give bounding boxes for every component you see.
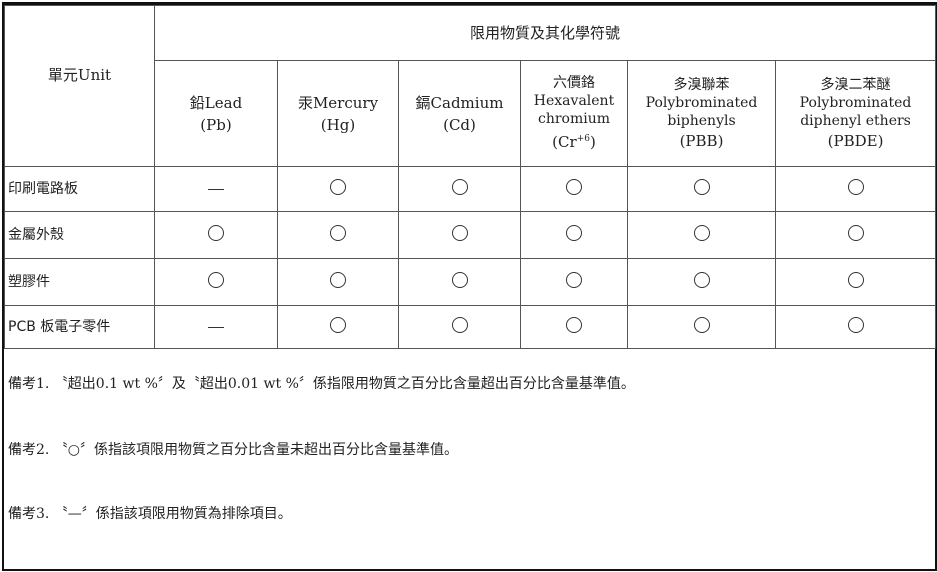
circle-mark-icon [330, 271, 346, 288]
cell [627, 305, 776, 349]
dash-mark-icon [208, 326, 224, 328]
cell [520, 258, 628, 306]
cell [774, 166, 937, 212]
col-mercury: 汞Mercury (Hg) [277, 60, 399, 167]
cell [277, 211, 399, 259]
col-name: Polybrominated diphenyl ethers [799, 94, 912, 129]
col-zh: 六價鉻 [553, 75, 595, 91]
col-name: 鉛Lead [189, 93, 243, 112]
row-label: 印刷電路板 [4, 166, 155, 212]
table-row: PCB 板電子零件 [4, 305, 937, 349]
col-pbb: 多溴聯苯 Polybrominated biphenyls (PBB) [627, 60, 776, 167]
cell [520, 305, 628, 349]
col-symbol: (Pb) [200, 115, 232, 134]
col-symbol: (Cr+6) [552, 133, 596, 151]
circle-mark-icon [566, 271, 582, 288]
cell [520, 211, 628, 259]
cell [154, 305, 278, 349]
cell [627, 258, 776, 306]
circle-mark-icon [693, 224, 710, 241]
col-chromium: 六價鉻 Hexavalent chromium (Cr+6) [520, 60, 628, 167]
cell [627, 211, 776, 259]
group-title: 限用物質及其化學符號 [153, 5, 937, 61]
col-cadmium: 鎘Cadmium (Cd) [398, 60, 521, 167]
circle-mark-icon [451, 224, 468, 241]
circle-mark-icon [330, 178, 346, 195]
circle-mark-icon [208, 224, 224, 241]
circle-mark-icon [451, 316, 468, 333]
circle-mark-icon [451, 271, 468, 288]
col-lead: 鉛Lead (Pb) [154, 60, 278, 167]
cell [774, 211, 937, 259]
col-name: 汞Mercury [297, 93, 379, 112]
unit-header: 單元Unit [4, 5, 155, 167]
cell [398, 166, 521, 212]
cell [154, 258, 278, 306]
circle-mark-icon [693, 316, 710, 333]
cell [774, 305, 937, 349]
note-3: 備考3. 〝—〞係指該項限用物質為排除項目。 [8, 506, 292, 522]
circle-mark-icon [847, 178, 864, 195]
circle-mark-icon [566, 178, 582, 195]
cell [154, 211, 278, 259]
col-zh: 多溴二苯醚 [820, 76, 891, 93]
circle-mark-icon [330, 224, 346, 241]
cell [277, 166, 399, 212]
cell [627, 166, 776, 212]
table-row: 塑膠件 [4, 258, 937, 306]
col-symbol: (Hg) [320, 115, 356, 134]
row-label: 塑膠件 [4, 258, 155, 306]
table-row: 金屬外殼 [4, 211, 937, 259]
cell [277, 258, 399, 306]
cell [398, 305, 521, 349]
restricted-substances-table: 單元Unit 限用物質及其化學符號 鉛Lead (Pb) 汞Mercury (Hg)… [4, 5, 937, 349]
note-2: 備考2. 〝○〞係指該項限用物質之百分比含量未超出百分比含量基準值。 [8, 442, 459, 458]
cell [277, 305, 399, 349]
dash-mark-icon [208, 188, 224, 190]
circle-mark-icon [566, 224, 582, 241]
col-name: Hexavalent chromium [533, 93, 615, 127]
col-zh: 多溴聯苯 [673, 76, 730, 93]
note-1: 備考1. 〝超出0.1 wt %〞及〝超出0.01 wt %〞係指限用物質之百分… [8, 376, 635, 392]
circle-mark-icon [566, 316, 582, 333]
table-row: 印刷電路板 [4, 166, 937, 212]
circle-mark-icon [847, 271, 864, 288]
col-symbol: (Cd) [443, 115, 476, 134]
circle-mark-icon [847, 224, 864, 241]
col-name: 鎘Cadmium [415, 93, 504, 112]
col-symbol: (PBB) [679, 131, 724, 150]
cell [774, 258, 937, 306]
circle-mark-icon [208, 271, 224, 288]
col-symbol: (PBDE) [827, 131, 884, 150]
col-name: Polybrominated biphenyls [645, 94, 758, 129]
circle-mark-icon [847, 316, 864, 333]
row-label: 金屬外殼 [4, 211, 155, 259]
cell [154, 166, 278, 212]
cell [398, 211, 521, 259]
circle-mark-icon [693, 178, 710, 195]
col-pbde: 多溴二苯醚 Polybrominated diphenyl ethers (PBDE… [774, 60, 937, 167]
circle-mark-icon [693, 271, 710, 288]
circle-mark-icon [451, 178, 468, 195]
cell [398, 258, 521, 306]
cell [520, 166, 628, 212]
row-label: PCB 板電子零件 [4, 305, 155, 349]
circle-mark-icon [330, 316, 346, 333]
